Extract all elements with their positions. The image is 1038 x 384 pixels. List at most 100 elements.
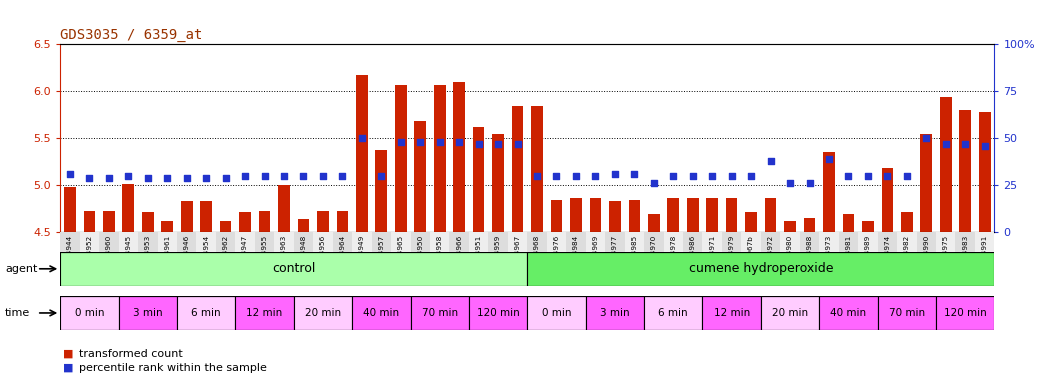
Bar xyxy=(313,232,332,284)
Text: GSM184972: GSM184972 xyxy=(767,235,773,279)
Point xyxy=(81,175,98,181)
Point xyxy=(646,180,662,187)
Bar xyxy=(707,197,718,232)
Bar xyxy=(492,134,504,232)
Bar xyxy=(765,197,776,232)
Bar xyxy=(430,232,449,284)
Point xyxy=(606,171,623,177)
Bar xyxy=(609,201,621,232)
Text: GSM184982: GSM184982 xyxy=(904,235,910,279)
Text: GSM184978: GSM184978 xyxy=(671,235,677,279)
Text: GSM184950: GSM184950 xyxy=(417,235,424,279)
Point xyxy=(859,173,876,179)
Point xyxy=(568,173,584,179)
Point xyxy=(626,171,643,177)
Bar xyxy=(356,75,367,232)
Bar xyxy=(917,232,936,284)
Point xyxy=(179,175,195,181)
Bar xyxy=(667,197,679,232)
Point xyxy=(256,173,273,179)
Text: GSM184983: GSM184983 xyxy=(962,235,968,279)
Bar xyxy=(781,232,799,284)
Bar xyxy=(60,252,527,286)
Text: transformed count: transformed count xyxy=(79,349,183,359)
Bar xyxy=(625,232,644,284)
Text: ■: ■ xyxy=(63,362,74,373)
Text: GSM184965: GSM184965 xyxy=(398,235,404,279)
Bar xyxy=(258,211,270,232)
Bar xyxy=(103,211,114,232)
Point xyxy=(334,173,351,179)
Bar xyxy=(60,296,118,330)
Bar xyxy=(473,127,485,232)
Bar xyxy=(196,232,216,284)
Bar xyxy=(181,201,193,232)
Point xyxy=(918,135,934,141)
Bar xyxy=(761,232,781,284)
Bar xyxy=(454,82,465,232)
Text: GSM184962: GSM184962 xyxy=(222,235,228,279)
Point xyxy=(743,173,760,179)
Bar xyxy=(220,221,231,232)
Text: 40 min: 40 min xyxy=(830,308,867,318)
Bar xyxy=(551,200,563,232)
Bar xyxy=(839,232,858,284)
Point xyxy=(490,141,507,147)
Point xyxy=(801,180,818,187)
Bar xyxy=(527,252,994,286)
Bar xyxy=(434,84,445,232)
Bar xyxy=(411,232,430,284)
Bar xyxy=(352,232,372,284)
Bar xyxy=(585,296,644,330)
Bar xyxy=(663,232,683,284)
Text: GSM184955: GSM184955 xyxy=(262,235,268,279)
Text: GSM184964: GSM184964 xyxy=(339,235,346,279)
Bar xyxy=(294,232,313,284)
Point xyxy=(120,173,137,179)
Text: GSM184969: GSM184969 xyxy=(593,235,599,279)
Point xyxy=(217,175,234,181)
Text: GSM184970: GSM184970 xyxy=(651,235,657,279)
Bar xyxy=(216,232,236,284)
Bar xyxy=(142,212,154,232)
Text: GSM184945: GSM184945 xyxy=(126,235,132,279)
Bar xyxy=(955,232,975,284)
Bar xyxy=(819,296,878,330)
Bar xyxy=(83,211,95,232)
Bar xyxy=(469,296,527,330)
Bar xyxy=(332,232,352,284)
Bar xyxy=(527,232,547,284)
Bar xyxy=(64,187,76,232)
Bar xyxy=(352,296,410,330)
Point xyxy=(977,143,993,149)
Text: control: control xyxy=(272,262,316,275)
Bar xyxy=(979,112,990,232)
Bar xyxy=(138,232,158,284)
Bar xyxy=(200,201,212,232)
Text: 6 min: 6 min xyxy=(658,308,688,318)
Point xyxy=(548,173,565,179)
Bar xyxy=(547,232,566,284)
Bar xyxy=(722,232,741,284)
Point xyxy=(373,173,389,179)
Text: GSM184960: GSM184960 xyxy=(106,235,112,279)
Text: ■: ■ xyxy=(63,349,74,359)
Bar xyxy=(527,296,585,330)
Text: GSM184980: GSM184980 xyxy=(787,235,793,279)
Text: agent: agent xyxy=(5,264,37,274)
Bar xyxy=(975,232,994,284)
Bar xyxy=(703,296,761,330)
Point xyxy=(899,173,916,179)
Text: cumene hydroperoxide: cumene hydroperoxide xyxy=(688,262,834,275)
Text: GSM184979: GSM184979 xyxy=(729,235,735,279)
Text: GSM184967b: GSM184967b xyxy=(748,235,755,284)
Bar xyxy=(118,232,138,284)
Text: GSM184977: GSM184977 xyxy=(611,235,618,279)
Text: GSM184946: GSM184946 xyxy=(184,235,190,279)
Bar xyxy=(236,232,254,284)
Bar xyxy=(394,84,407,232)
Bar xyxy=(823,152,835,232)
Bar xyxy=(372,232,391,284)
Point xyxy=(762,158,778,164)
Text: time: time xyxy=(5,308,30,318)
